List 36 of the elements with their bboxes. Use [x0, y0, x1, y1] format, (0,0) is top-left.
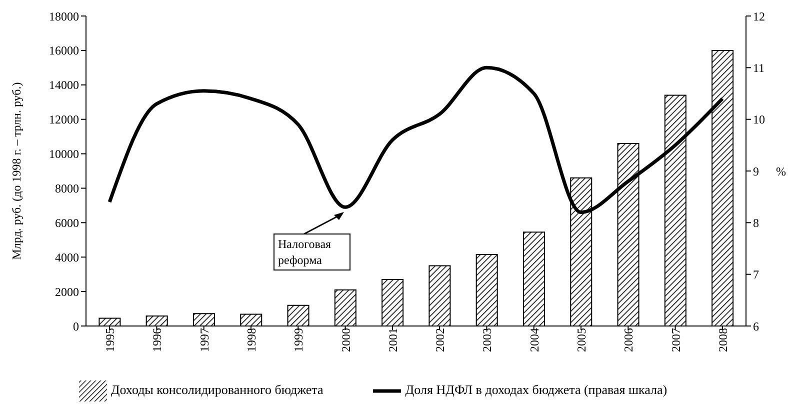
- x-tick-label: 1997: [197, 328, 212, 352]
- y-tick-label: 8000: [55, 181, 79, 196]
- y-tick-label: 12000: [49, 112, 79, 127]
- x-tick-label: 2002: [433, 328, 448, 352]
- y-tick-label: 18000: [49, 9, 79, 24]
- y2-tick-label: 7: [753, 268, 759, 282]
- y-tick-label: 4000: [55, 250, 79, 264]
- x-tick-label: 2005: [574, 328, 589, 352]
- x-tick-label: 2006: [622, 328, 636, 352]
- y-tick-label: 0: [73, 319, 79, 334]
- y2-tick-label: 11: [753, 60, 765, 75]
- x-tick-label: 1998: [244, 328, 259, 352]
- y-axis-title: Млрд. руб. (до 1998 г. – трлн. руб.): [9, 82, 24, 260]
- y2-tick-label: 9: [753, 164, 759, 178]
- legend-label: Доходы консолидированного бюджета: [110, 382, 324, 397]
- x-tick-label: 2003: [480, 328, 494, 352]
- annotation: Налоговая реформа: [278, 237, 332, 267]
- y-tick-label: 16000: [49, 44, 79, 58]
- x-tick-label: 2008: [716, 328, 730, 352]
- x-tick-label: 2004: [527, 328, 542, 352]
- y2-tick-label: 6: [753, 319, 759, 334]
- y-tick-label: 10000: [49, 147, 79, 162]
- x-tick-label: 1996: [150, 328, 164, 352]
- x-tick-label: 1995: [103, 328, 118, 352]
- y-tick-label: 14000: [49, 78, 79, 92]
- x-tick-label: 2000: [338, 328, 353, 352]
- y2-tick-label: 10: [753, 112, 765, 127]
- y2-axis-title: %: [776, 164, 786, 178]
- x-tick-label: 2001: [386, 328, 400, 352]
- legend-label: Доля НДФЛ в доходах бюджета (правая шкала): [405, 382, 668, 397]
- y-tick-label: 6000: [55, 216, 79, 230]
- y-tick-label: 2000: [55, 284, 79, 299]
- x-tick-label: 2007: [668, 328, 683, 352]
- x-tick-label: 1999: [292, 328, 306, 352]
- y2-tick-label: 12: [753, 9, 765, 24]
- y2-tick-label: 8: [753, 216, 759, 230]
